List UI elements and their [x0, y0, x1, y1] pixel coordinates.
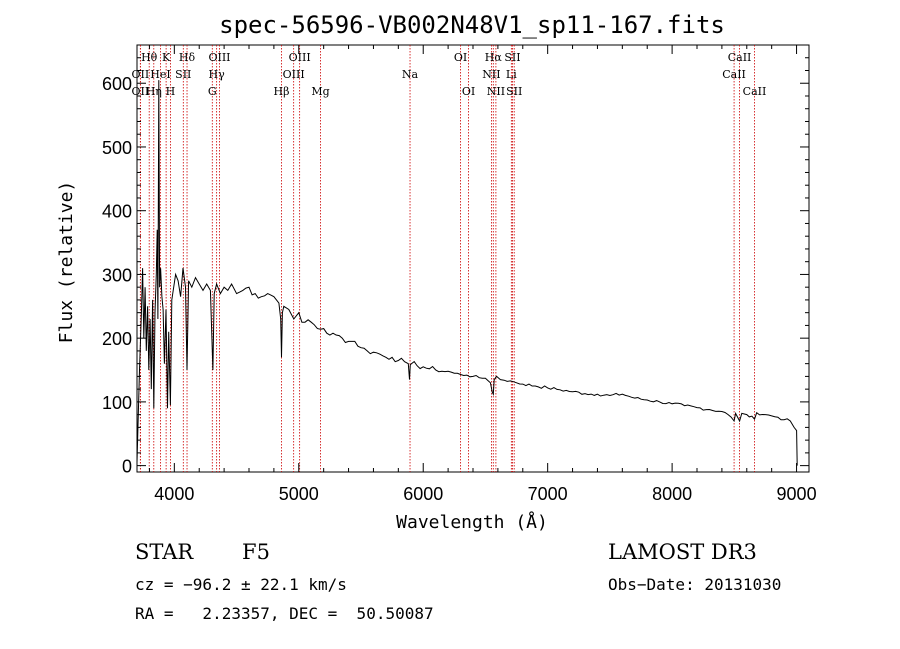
axis-ticks: 4000 5000 6000 7000 8000 9000 0 100 200 300 400 500… — [102, 45, 817, 504]
plot-frame — [136, 44, 810, 473]
y-tick-label: 0 — [122, 457, 132, 477]
spectral-line-label: Na — [402, 68, 419, 81]
spectral-line-label: HeI — [150, 68, 170, 81]
x-axis-label: Wavelength (Å) — [396, 511, 548, 533]
spectral-line-label: OII — [132, 68, 150, 81]
spectral-line-label: K — [162, 51, 171, 64]
x-tick-label: 6000 — [403, 484, 443, 504]
redshift-velocity: cz = −96.2 ± 22.1 km/s — [135, 575, 347, 594]
spectral-line-label: Hη — [146, 85, 162, 98]
y-tick-label: 600 — [102, 74, 132, 94]
spectral-line-label: Hα — [485, 51, 503, 64]
x-tick-label: 7000 — [528, 484, 568, 504]
spectral-line-label: OI — [462, 85, 475, 98]
object-subclass: F5 — [242, 540, 270, 564]
spectral-line-label: Hγ — [209, 68, 226, 81]
spectral-line-label: CaII — [743, 85, 767, 98]
spectral-line-label: NII — [487, 85, 505, 98]
object-class: STAR — [135, 540, 194, 564]
spectral-line-label: SII — [175, 68, 191, 81]
y-tick-label: 200 — [102, 329, 132, 349]
spectrum-series-line — [136, 80, 798, 466]
spectral-line-label: CaII — [722, 68, 746, 81]
x-tick-label: 8000 — [652, 484, 692, 504]
spectral-line-label: OIII — [208, 51, 230, 64]
spectral-line-label: OI — [454, 51, 467, 64]
spectral-line-label: CaII — [728, 51, 752, 64]
spectral-line-label: OII — [132, 85, 150, 98]
spectral-line-label: OIII — [283, 68, 305, 81]
spectral-line-label: SII — [504, 51, 520, 64]
spectral-line-label: Hβ — [274, 85, 290, 98]
y-tick-label: 400 — [102, 202, 132, 222]
spectral-line-label: G — [208, 85, 217, 98]
observation-date: Obs−Date: 20131030 — [608, 575, 782, 594]
x-tick-label: 9000 — [777, 484, 817, 504]
x-tick-label: 4000 — [154, 484, 194, 504]
survey-name: LAMOST DR3 — [608, 540, 757, 564]
x-tick-label: 5000 — [279, 484, 319, 504]
coordinates: RA = 2.23357, DEC = 50.50087 — [135, 604, 434, 623]
spectral-line-label: Mg — [311, 85, 329, 98]
spectral-line-label: Li — [506, 68, 517, 81]
y-tick-label: 500 — [102, 138, 132, 158]
chart-title: spec-56596-VB002N48V1_sp11-167.fits — [219, 11, 725, 39]
spectral-line-label: NII — [482, 68, 500, 81]
spectral-line-label: SII — [506, 85, 522, 98]
spectral-line-label: H — [166, 85, 176, 98]
y-tick-label: 100 — [102, 393, 132, 413]
y-tick-label: 300 — [102, 265, 132, 285]
spectral-line-label: Hθ — [141, 51, 158, 64]
spectral-line-label: Hδ — [179, 51, 196, 64]
spectral-line-label: OIII — [289, 51, 311, 64]
spectral-line-markers — [139, 45, 755, 472]
y-axis-label: Flux (relative) — [56, 181, 77, 344]
